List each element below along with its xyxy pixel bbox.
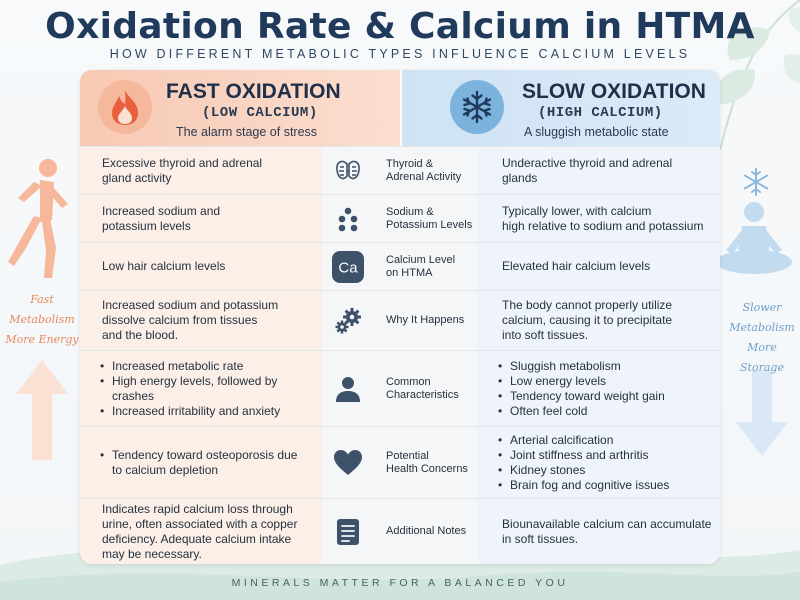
slow-cell: Biounavailable calcium can accumulate in …	[502, 516, 712, 546]
table-row: Indicates rapid calcium loss through urin…	[80, 498, 720, 564]
fast-oxidation-title: FAST OXIDATION	[166, 80, 341, 103]
category-cell: Sodium & Potassium Levels	[330, 195, 478, 242]
arrow-up-icon	[16, 360, 68, 460]
category-cell: Potential Health Concerns	[330, 427, 478, 498]
category-cell: Ca Calcium Level on HTMA	[330, 243, 478, 290]
table-row: Low hair calcium levels Ca Calcium Level…	[80, 242, 720, 290]
table-row: Increased sodium and potassium dissolve c…	[80, 290, 720, 350]
slow-oxidation-title: SLOW OXIDATION	[522, 80, 706, 103]
category-cell: Common Characteristics	[330, 351, 478, 426]
category-cell: Thyroid & Adrenal Activity	[330, 147, 478, 194]
snowflake-small-icon	[743, 168, 769, 196]
category-label: Calcium Level on HTMA	[386, 253, 456, 279]
ca-element-icon: Ca	[330, 249, 366, 285]
list-item: Increased irritability and anxiety	[100, 404, 316, 419]
list-item: Joint stiffness and arthritis	[498, 448, 710, 463]
list-item: Tendency toward osteoporosis due to calc…	[100, 448, 300, 478]
slow-cell: Elevated hair calcium levels	[502, 259, 651, 273]
list-item: Often feel cold	[498, 404, 710, 419]
leaf-decoration-icon	[715, 0, 800, 150]
list-item: Brain fog and cognitive issues	[498, 478, 710, 493]
thyroid-icon	[330, 153, 366, 189]
table-row: Increased metabolic rate High energy lev…	[80, 350, 720, 426]
fast-cell: Low hair calcium levels	[102, 259, 226, 273]
slow-cell: Underactive thyroid and adrenal glands	[502, 155, 673, 185]
list-item: Kidney stones	[498, 463, 710, 478]
category-label: Why It Happens	[386, 314, 465, 326]
category-label: Sodium & Potassium Levels	[386, 205, 473, 231]
fast-column-background	[80, 70, 322, 564]
list-item: Increased metabolic rate	[100, 359, 316, 374]
runner-icon	[8, 159, 68, 278]
category-column-background	[322, 146, 478, 564]
category-label: Potential Health Concerns	[386, 449, 468, 475]
person-icon	[330, 371, 366, 407]
slow-cell: The body cannot properly utilize calcium,…	[502, 298, 673, 342]
category-label: Thyroid & Adrenal Activity	[386, 157, 462, 183]
list-item: Arterial calcification	[498, 433, 710, 448]
fast-cell: Tendency toward osteoporosis due to calc…	[100, 427, 300, 498]
fast-cell: Increased metabolic rate High energy lev…	[100, 351, 316, 426]
gears-icon	[330, 303, 366, 339]
table-row: Tendency toward osteoporosis due to calc…	[80, 426, 720, 498]
list-item: Low energy levels	[498, 374, 710, 389]
meditating-person-icon	[716, 202, 792, 274]
category-cell: Why It Happens	[330, 291, 478, 350]
flame-icon	[98, 80, 152, 134]
slow-oxidation-header: SLOW OXIDATION (HIGH CALCIUM) A sluggish…	[400, 70, 720, 146]
slow-cell: Typically lower, with calcium high relati…	[502, 203, 704, 233]
molecules-icon	[330, 201, 366, 237]
comparison-table: FAST OXIDATION (LOW CALCIUM) The alarm s…	[80, 70, 720, 564]
table-row: Excessive thyroid and adrenal gland activ…	[80, 146, 720, 194]
fast-cell: Increased sodium and potassium dissolve c…	[102, 298, 279, 342]
page-subtitle: HOW DIFFERENT METABOLIC TYPES INFLUENCE …	[109, 47, 691, 61]
list-item: High energy levels, followed by crashes	[100, 374, 316, 404]
page-title: Oxidation Rate & Calcium in HTMA	[45, 6, 755, 47]
ca-element-label: Ca	[338, 259, 358, 276]
slow-metabolism-note: Slower Metabolism More Storage	[729, 301, 795, 374]
category-label: Common Characteristics	[386, 375, 459, 401]
slow-oxidation-tagline: A sluggish metabolic state	[524, 125, 669, 139]
fast-oxidation-tagline: The alarm stage of stress	[176, 125, 318, 139]
notes-icon	[330, 514, 366, 550]
heart-icon	[330, 445, 366, 481]
fast-cell: Increased sodium and potassium levels	[102, 203, 221, 233]
list-item: Tendency toward weight gain	[498, 389, 710, 404]
fast-metabolism-note: Fast Metabolism More Energy	[5, 293, 79, 346]
category-cell: Additional Notes	[330, 499, 478, 564]
arrow-down-icon	[736, 370, 788, 456]
fast-oxidation-header: FAST OXIDATION (LOW CALCIUM) The alarm s…	[80, 70, 400, 146]
slow-oxidation-subtitle: (HIGH CALCIUM)	[538, 105, 663, 121]
slow-cell: Sluggish metabolism Low energy levels Te…	[498, 351, 710, 426]
list-item: Sluggish metabolism	[498, 359, 710, 374]
table-row: Increased sodium and potassium levels Sod…	[80, 194, 720, 242]
snowflake-icon	[450, 80, 504, 134]
slow-cell: Arterial calcification Joint stiffness a…	[498, 427, 710, 498]
fast-cell: Excessive thyroid and adrenal gland activ…	[102, 155, 263, 185]
page-footer: MINERALS MATTER FOR A BALANCED YOU	[231, 577, 569, 589]
category-label: Additional Notes	[386, 525, 467, 537]
fast-oxidation-subtitle: (LOW CALCIUM)	[202, 105, 318, 121]
fast-cell: Indicates rapid calcium loss through urin…	[102, 501, 298, 561]
